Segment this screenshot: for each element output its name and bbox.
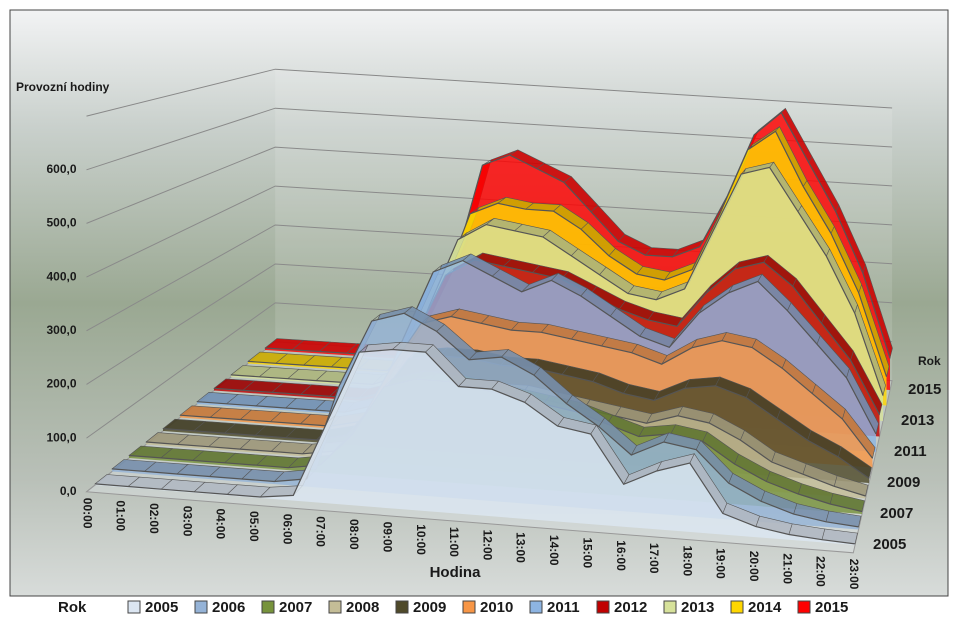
x-tick-label: 01:00 xyxy=(114,500,128,531)
legend-label: 2015 xyxy=(815,599,848,616)
x-tick-label: 14:00 xyxy=(547,535,561,566)
legend-label: 2012 xyxy=(614,599,647,616)
x-tick-label: 10:00 xyxy=(414,524,428,555)
legend-label: 2011 xyxy=(547,599,580,616)
x-tick-label: 09:00 xyxy=(380,522,394,553)
z-tick-label: 2011 xyxy=(894,443,927,460)
x-tick-label: 08:00 xyxy=(347,519,361,550)
x-tick-label: 23:00 xyxy=(847,559,861,590)
x-tick-label: 13:00 xyxy=(514,532,528,563)
legend-label: 2014 xyxy=(748,599,782,616)
legend-label: 2009 xyxy=(413,599,446,616)
y-tick-label: 0,0 xyxy=(60,484,77,498)
legend-swatch xyxy=(597,601,609,613)
z-tick-label: 2005 xyxy=(873,536,906,553)
x-tick-label: 11:00 xyxy=(447,527,461,557)
legend-swatch xyxy=(530,601,542,613)
x-tick-label: 19:00 xyxy=(714,548,728,579)
chart: Provozní hodiny Hodina Rok Rok 2005 2006 2… xyxy=(0,0,959,627)
y-tick-label: 400,0 xyxy=(46,269,76,283)
x-tick-label: 16:00 xyxy=(614,540,628,571)
legend-swatch xyxy=(664,601,676,613)
y-tick-label: 200,0 xyxy=(46,377,76,391)
x-tick-label: 02:00 xyxy=(147,503,161,534)
y-tick-label: 100,0 xyxy=(46,430,76,444)
x-tick-label: 21:00 xyxy=(780,553,794,584)
z-tick-label: 2013 xyxy=(901,412,934,429)
y-tick-label: 300,0 xyxy=(46,323,76,337)
legend-swatch xyxy=(463,601,475,613)
y-tick-label: 600,0 xyxy=(46,162,76,176)
legend-label: 2008 xyxy=(346,599,379,616)
legend-title: Rok xyxy=(58,599,87,616)
legend-label: 2007 xyxy=(279,599,312,616)
x-tick-label: 05:00 xyxy=(247,511,261,542)
y-axis-title: Provozní hodiny xyxy=(16,80,110,94)
legend-swatch xyxy=(396,601,408,613)
z-tick-label: 2015 xyxy=(908,381,941,398)
x-tick-label: 18:00 xyxy=(680,545,694,576)
legend-swatch xyxy=(262,601,274,613)
x-tick-label: 12:00 xyxy=(480,530,494,561)
legend-swatch xyxy=(329,601,341,613)
legend-swatch xyxy=(195,601,207,613)
legend-label: 2006 xyxy=(212,599,245,616)
legend-swatch xyxy=(731,601,743,613)
x-tick-label: 20:00 xyxy=(747,551,761,582)
x-tick-label: 04:00 xyxy=(214,508,228,539)
legend-label: 2005 xyxy=(145,599,178,616)
x-tick-label: 15:00 xyxy=(580,537,594,568)
legend-swatch xyxy=(798,601,810,613)
x-tick-label: 06:00 xyxy=(280,514,294,545)
legend-swatch xyxy=(128,601,140,613)
legend-label: 2010 xyxy=(480,599,513,616)
legend-label: 2013 xyxy=(681,599,714,616)
x-tick-label: 03:00 xyxy=(180,506,194,537)
x-tick-label: 22:00 xyxy=(814,556,828,587)
z-tick-label: 2009 xyxy=(887,474,920,491)
z-tick-label: 2007 xyxy=(880,505,913,522)
x-tick-label: 00:00 xyxy=(80,498,94,529)
x-tick-label: 07:00 xyxy=(314,516,328,547)
y-tick-label: 500,0 xyxy=(46,216,76,230)
x-axis-title: Hodina xyxy=(430,564,481,581)
x-tick-label: 17:00 xyxy=(647,543,661,574)
z-axis-title: Rok xyxy=(918,354,941,368)
